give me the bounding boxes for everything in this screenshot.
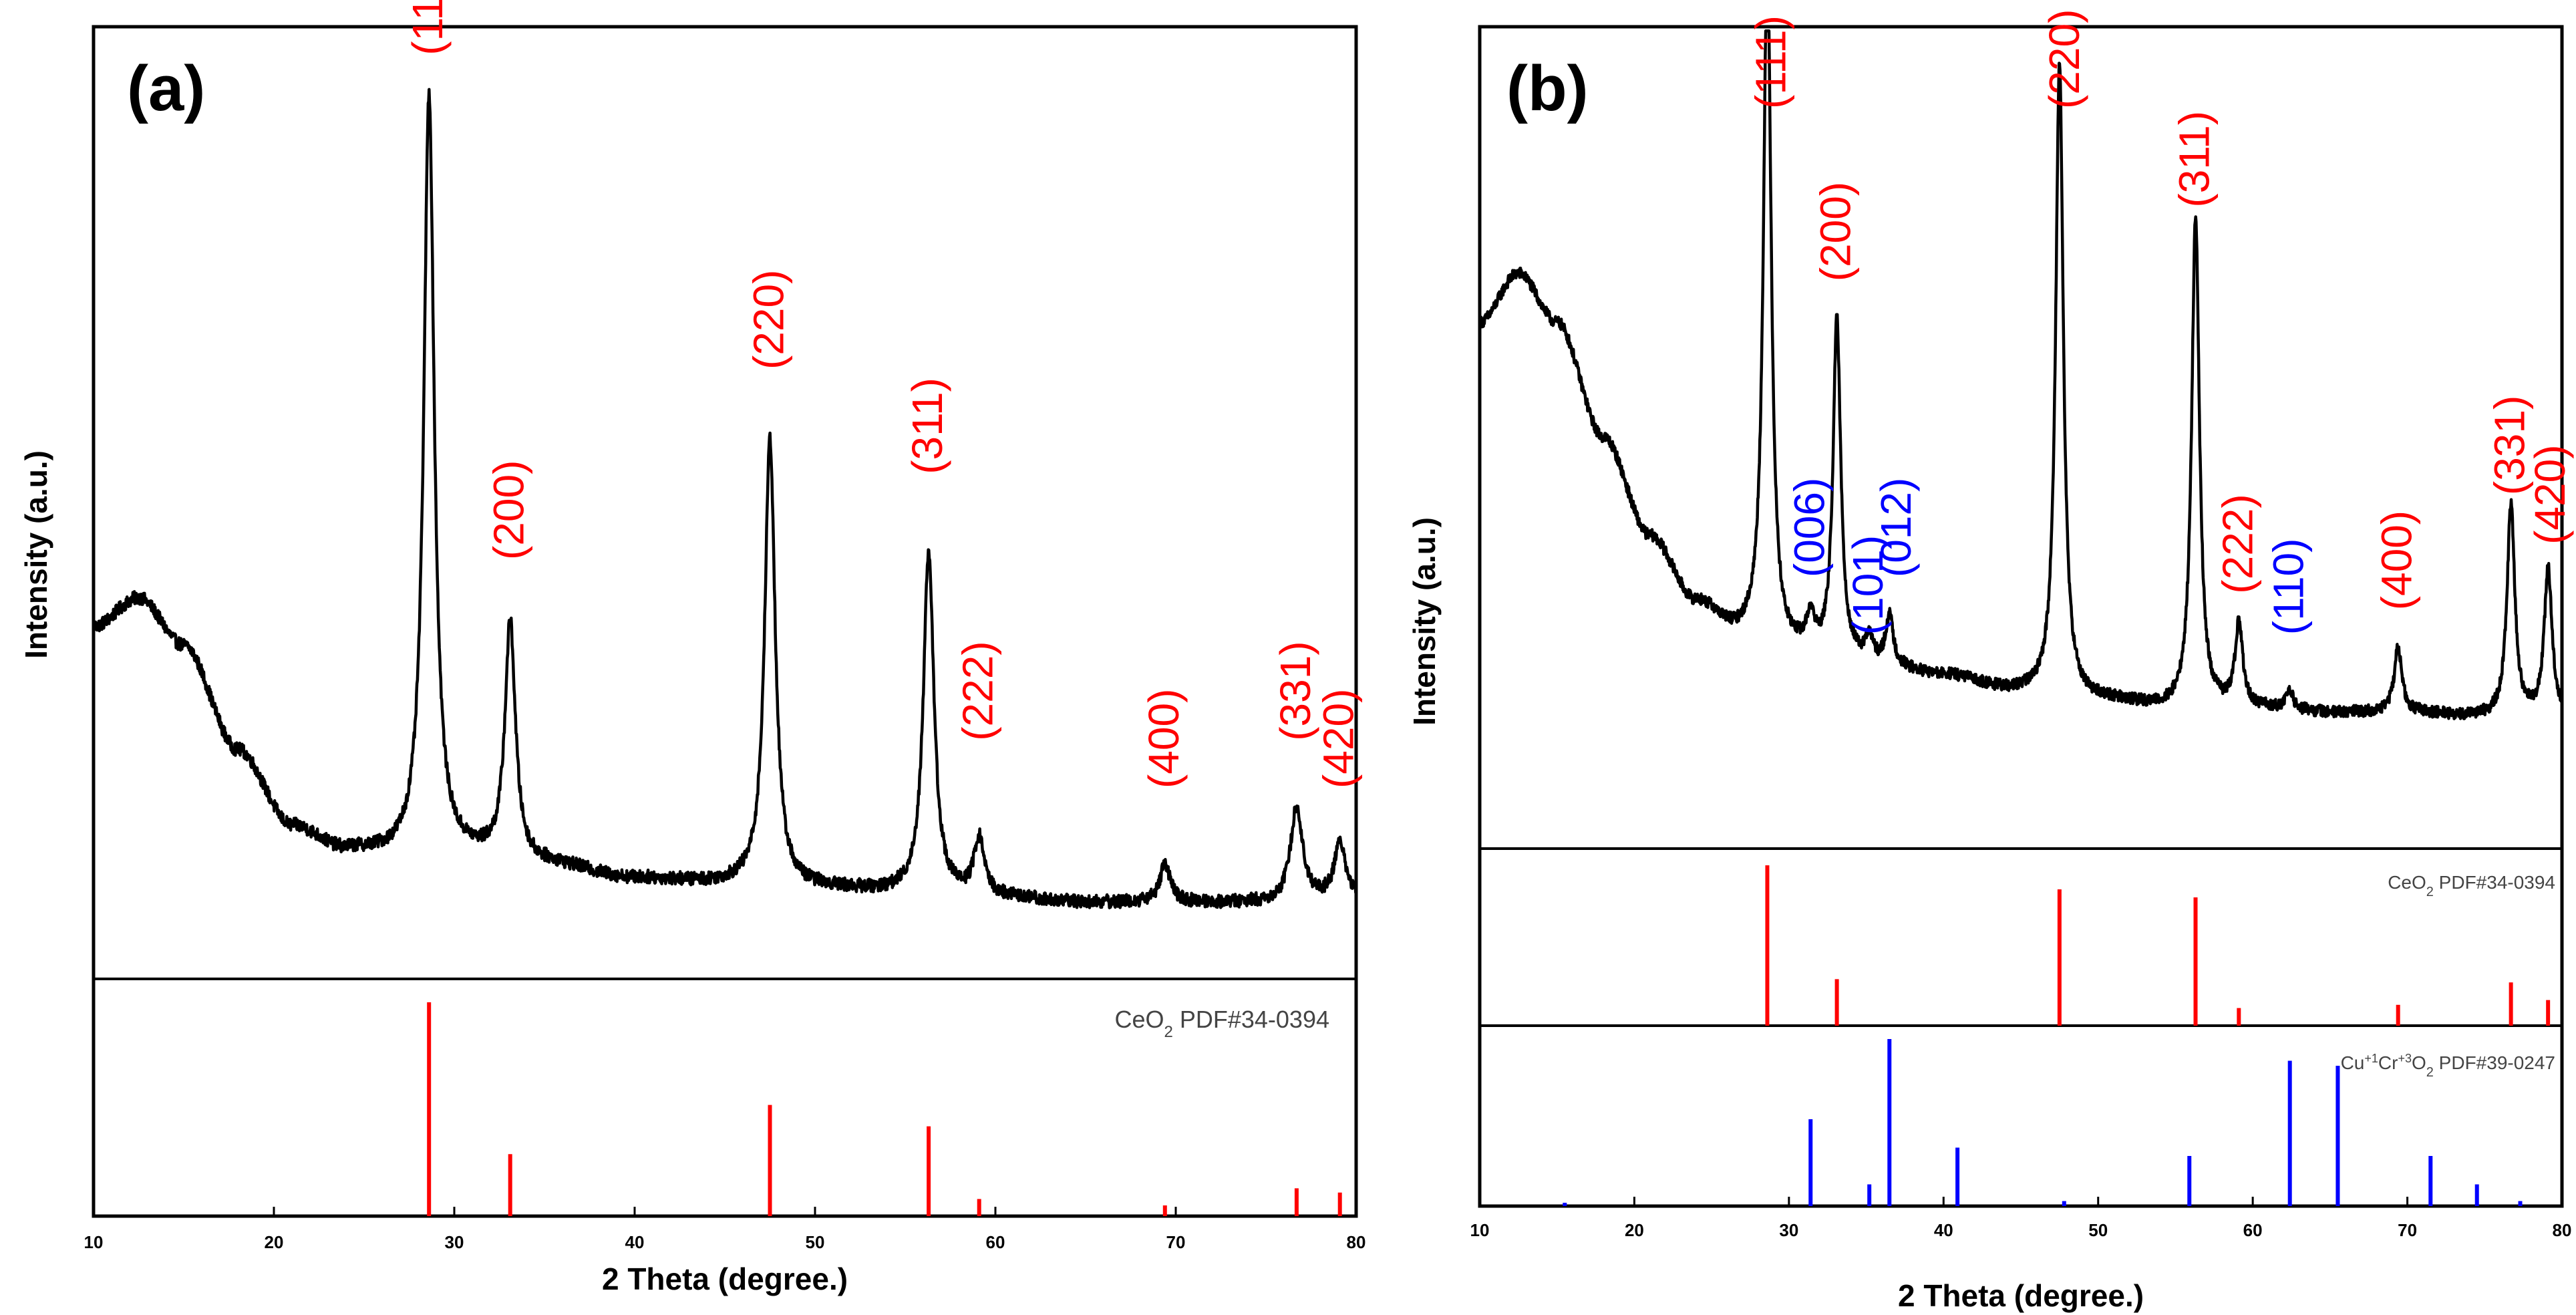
peak-label: (222): [2213, 494, 2261, 593]
panel-a-ceo2-reference-title: CeO2 PDF#34-0394: [1114, 1006, 1329, 1041]
panel-b: (b) Intensity (a.u.) 2 Theta (degree.) 1…: [1407, 9, 2574, 1313]
peak-label: (331): [1271, 641, 1319, 740]
peak-label: (420): [2526, 444, 2574, 544]
x-axis-tick-label: 30: [1779, 1220, 1798, 1240]
panel-a-label: (a): [127, 53, 205, 124]
ref-formula-main: CeO: [1114, 1006, 1164, 1033]
ref-formula-main: CeO: [2388, 872, 2426, 893]
x-axis-tick-label: 40: [625, 1232, 645, 1252]
panel-a-frame: [92, 25, 1358, 1218]
x-axis-tick-label: 50: [806, 1232, 825, 1252]
x-axis-tick-label: 10: [84, 1232, 104, 1252]
ref-formula-part: O: [2412, 1052, 2426, 1073]
peak-label: (311): [903, 378, 951, 474]
ref-formula-part: +3: [2398, 1052, 2412, 1065]
x-axis-tick-label: 60: [2243, 1220, 2263, 1240]
x-axis-tick-label: 80: [2553, 1220, 2572, 1240]
panel-a-y-axis-title: Intensity (a.u.): [19, 450, 53, 659]
panel-b-ceo2-reference-title: CeO2 PDF#34-0394: [2388, 872, 2555, 899]
panel-b-cucro2-reference-lines: [1563, 1039, 2523, 1206]
ref-formula-sub: 2: [1164, 1023, 1173, 1041]
ref-formula-sub: 2: [2426, 885, 2434, 899]
ref-formula-part: Cr: [2378, 1052, 2398, 1073]
peak-label: (006): [1785, 478, 1833, 577]
peak-label: (311): [2170, 111, 2219, 208]
ref-formula-part: PDF#39-0247: [2434, 1052, 2555, 1073]
x-axis-tick-label: 20: [1625, 1220, 1644, 1240]
panel-b-y-axis-title: Intensity (a.u.): [1407, 517, 1442, 726]
x-axis-tick-label: 60: [986, 1232, 1005, 1252]
panel-a-xrd-trace: [92, 88, 1358, 909]
panel-b-x-axis-title: 2 Theta (degree.): [1898, 1278, 2144, 1313]
x-axis-tick-label: 70: [2398, 1220, 2417, 1240]
x-axis-tick-label: 70: [1166, 1232, 1186, 1252]
panel-b-peak-labels: (111) (200) (220) (311) (222) (400) (331)(420)…: [1746, 9, 2573, 635]
ref-formula-rest: PDF#34-0394: [2434, 872, 2555, 893]
ref-formula-rest: PDF#34-0394: [1173, 1006, 1329, 1033]
x-axis-tick-label: 30: [445, 1232, 464, 1252]
peak-label: (400): [2373, 510, 2421, 610]
panel-a: (a) Intensity (a.u.) 2 Theta (degree.) 1…: [19, 0, 1365, 1296]
x-axis-tick-label: 10: [1470, 1220, 1490, 1240]
panel-b-cucro2-reference-title: Cu+1Cr+3O2 PDF#39-0247: [2341, 1052, 2555, 1080]
x-axis-tick-label: 50: [2088, 1220, 2108, 1240]
panel-b-xrd-trace: [1478, 29, 2564, 720]
peak-label: (400): [1140, 689, 1188, 788]
peak-label: (012): [1872, 478, 1920, 577]
panel-b-ceo2-reference-lines: [1765, 865, 2551, 1026]
peak-label: (111): [1746, 15, 1794, 109]
panel-a-peak-labels: (111) (200) (220) (311) (222) (400) (331)(420): [404, 0, 1363, 788]
x-axis-tick-label: 80: [1347, 1232, 1366, 1252]
panel-b-frame: [1478, 25, 2564, 1208]
ref-formula-part: +1: [2364, 1052, 2378, 1065]
ref-formula-part: 2: [2426, 1065, 2434, 1080]
panel-a-ceo2-reference-lines: [427, 1002, 1342, 1216]
peak-label: (331): [2486, 396, 2534, 495]
ref-formula-part: Cu: [2341, 1052, 2365, 1073]
peak-label: (111): [404, 0, 452, 55]
panel-b-x-axis: 10 20 30 40 50 60 70 80: [1470, 1197, 2572, 1240]
peak-label: (220): [2040, 9, 2088, 109]
peak-label: (420): [1315, 689, 1363, 788]
peak-label: (200): [485, 460, 533, 560]
peak-label: (101): [1844, 535, 1892, 635]
peak-label: (222): [954, 641, 1002, 740]
x-axis-tick-label: 40: [1934, 1220, 1953, 1240]
panel-a-x-axis-title: 2 Theta (degree.): [602, 1262, 848, 1296]
panel-b-label: (b): [1506, 53, 1589, 124]
peak-label: (220): [745, 270, 793, 370]
peak-label: (110): [2265, 539, 2313, 635]
panel-a-x-axis: 10 20 30 40 50 60 70 80: [84, 1207, 1366, 1252]
peak-label: (200): [1812, 182, 1860, 281]
x-axis-tick-label: 20: [265, 1232, 284, 1252]
